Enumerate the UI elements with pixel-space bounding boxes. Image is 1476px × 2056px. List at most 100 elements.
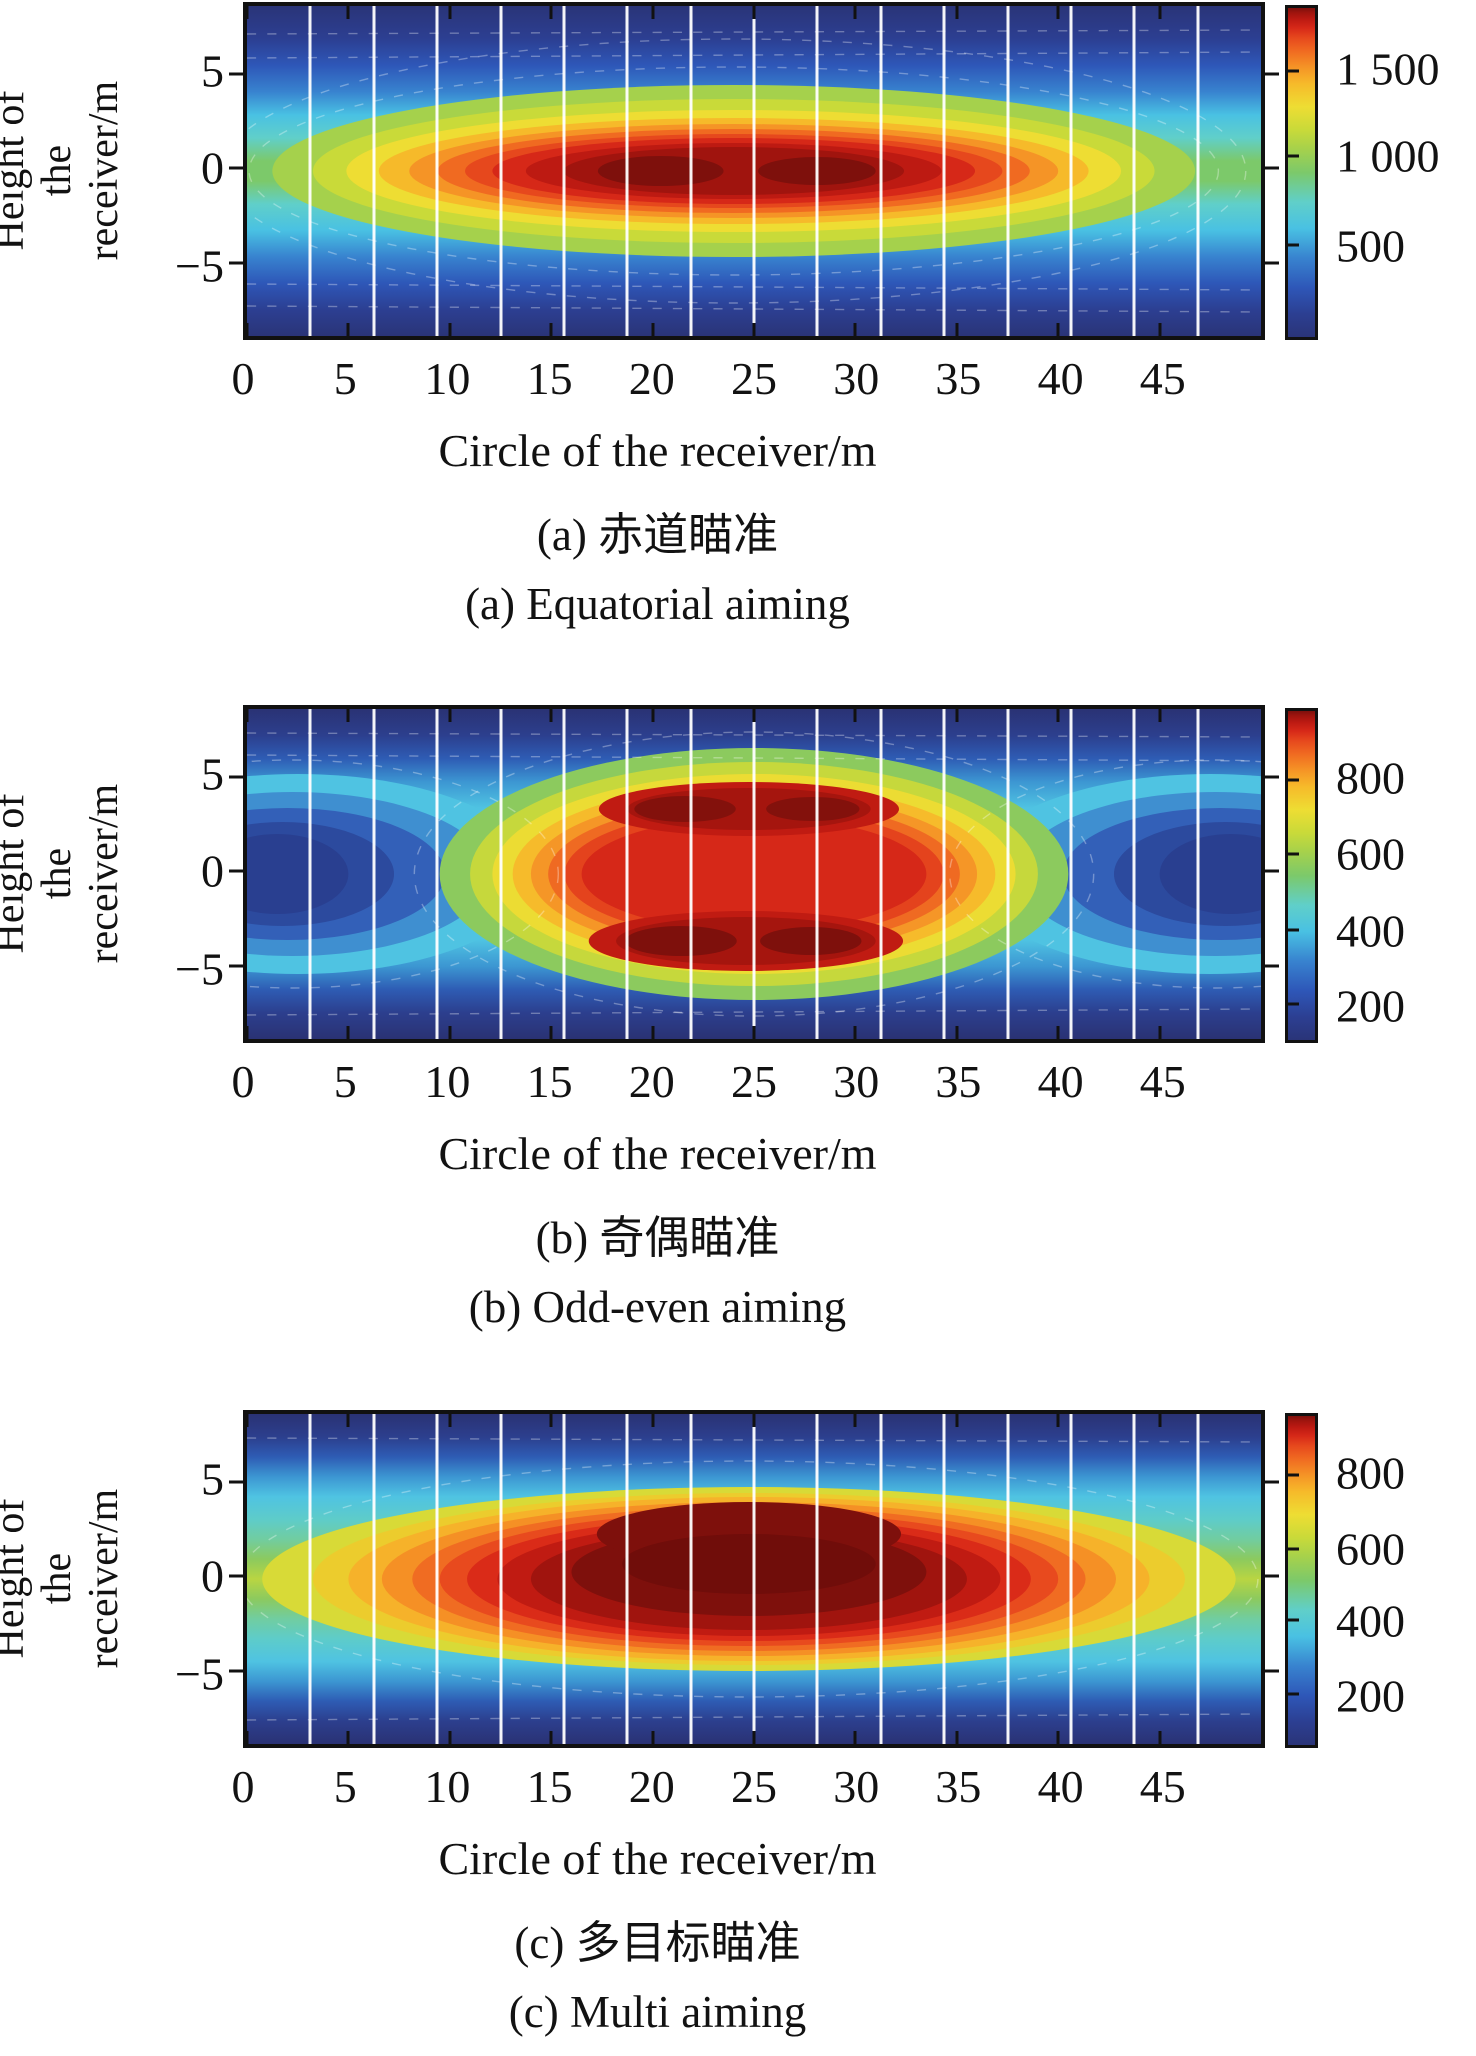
y-axis-label-line1: Height of the — [0, 794, 81, 954]
colorbar-tick — [1288, 778, 1299, 782]
x-axis-label: Circle of the receiver/m — [438, 425, 877, 476]
axis-tick — [1264, 964, 1279, 968]
axis-tick — [229, 1480, 244, 1484]
colorbar-label: 200 — [1336, 1670, 1405, 1722]
y-tick-labels: 5 0 −5 — [110, 1410, 228, 1748]
y-axis-label: Height of the receiver/m — [0, 1410, 128, 1748]
colorbar-c — [1285, 1413, 1318, 1748]
x-tick-label: 30 — [833, 1761, 880, 1812]
axis-tick — [229, 775, 244, 779]
x-tick-label: 0 — [231, 1056, 255, 1107]
x-tick-label: 15 — [526, 1056, 573, 1107]
panel-multi-aiming: Height of the receiver/m 5 0 −5 — [0, 1408, 1476, 2056]
colorbar-gradient — [1288, 711, 1315, 1040]
caption-en-c: (c) Multi aiming — [508, 1987, 807, 2037]
caption-zh-c: (c) 多目标瞄准 — [514, 1918, 801, 1968]
colorbar-gradient — [1288, 8, 1315, 337]
y-tick-label: 5 — [201, 45, 224, 97]
axis-tick — [1264, 1574, 1279, 1578]
colorbar-label: 400 — [1336, 1595, 1405, 1647]
colorbar-labels-c: 800 600 400 200 — [1336, 1413, 1476, 1748]
x-tick-label: 45 — [1139, 1761, 1186, 1812]
colorbar-b — [1285, 708, 1318, 1043]
caption-zh-a: (a) 赤道瞄准 — [536, 510, 779, 560]
heatmap-plot-a — [229, 2, 1279, 340]
colorbar-tick — [1288, 852, 1299, 856]
axis-tick — [229, 261, 244, 265]
colorbar-labels-b: 800 600 400 200 — [1336, 708, 1476, 1043]
colorbar-tick — [1288, 243, 1299, 247]
x-tick-label: 15 — [526, 1761, 573, 1812]
x-tick-label: 40 — [1037, 1056, 1084, 1107]
colorbar-tick — [1288, 1002, 1299, 1006]
colorbar-tick — [1288, 1692, 1299, 1696]
y-tick-label: 5 — [201, 748, 224, 800]
colorbar-tick — [1288, 154, 1299, 158]
colorbar-tick — [1288, 1473, 1299, 1477]
axis-tick — [1264, 1480, 1279, 1484]
axis-tick — [1264, 166, 1279, 170]
axis-tick — [1264, 869, 1279, 873]
x-tick-labels: 0 5 10 15 20 25 30 35 40 45 — [232, 352, 1265, 410]
x-tick-label: 40 — [1037, 353, 1084, 404]
x-tick-label: 30 — [833, 353, 880, 404]
y-tick-labels: 5 0 −5 — [110, 2, 228, 340]
axis-tick — [229, 72, 244, 76]
x-tick-labels: 0 5 10 15 20 25 30 35 40 45 — [232, 1760, 1265, 1818]
heatmap-plot-c — [229, 1410, 1279, 1748]
axis-tick — [229, 1669, 244, 1673]
caption-en-b: (b) Odd-even aiming — [468, 1282, 847, 1332]
colorbar-label: 800 — [1336, 1447, 1405, 1499]
x-tick-label: 40 — [1037, 1761, 1084, 1812]
caption-en-a: (a) Equatorial aiming — [465, 579, 850, 629]
y-tick-label: 0 — [201, 845, 224, 897]
x-tick-labels: 0 5 10 15 20 25 30 35 40 45 — [232, 1055, 1265, 1113]
x-tick-label: 5 — [333, 1056, 357, 1107]
axis-tick — [229, 1574, 244, 1578]
y-tick-label: 0 — [201, 142, 224, 194]
colorbar-ticks — [1288, 8, 1315, 337]
y-axis-label-line1: Height of the — [0, 91, 81, 251]
contour-field-a — [247, 6, 1261, 336]
x-tick-label: 10 — [424, 1056, 471, 1107]
colorbar-label: 800 — [1336, 752, 1405, 804]
y-tick-label: −5 — [175, 943, 224, 995]
colorbar-label: 600 — [1336, 828, 1405, 880]
axis-tick — [229, 166, 244, 170]
colorbar-label: 200 — [1336, 980, 1405, 1032]
x-axis-label: Circle of the receiver/m — [438, 1833, 877, 1884]
y-tick-labels: 5 0 −5 — [110, 705, 228, 1043]
x-tick-label: 20 — [628, 1056, 675, 1107]
x-tick-label: 0 — [231, 353, 255, 404]
panel-odd-even-aiming: Height of the receiver/m 5 0 −5 — [0, 703, 1476, 1353]
x-tick-label: 25 — [731, 1056, 777, 1107]
caption-zh-b: (b) 奇偶瞄准 — [535, 1213, 780, 1263]
axis-tick — [1264, 775, 1279, 779]
axis-tick — [229, 964, 244, 968]
x-tick-label: 5 — [333, 1761, 357, 1812]
colorbar-gradient — [1288, 1416, 1315, 1745]
colorbar-labels-a: 1 500 1 000 500 — [1336, 5, 1476, 340]
panel-equatorial-aiming: Height of the receiver/m 5 0 −5 — [0, 0, 1476, 650]
x-tick-label: 35 — [935, 1056, 982, 1107]
x-tick-label: 35 — [935, 353, 982, 404]
colorbar-ticks — [1288, 1416, 1315, 1745]
y-axis-label: Height of the receiver/m — [0, 705, 128, 1043]
colorbar-tick — [1288, 928, 1299, 932]
contour-field-b — [247, 709, 1261, 1039]
x-axis-label: Circle of the receiver/m — [438, 1128, 877, 1179]
x-tick-label: 25 — [731, 1761, 777, 1812]
x-tick-label: 15 — [526, 353, 573, 404]
colorbar-ticks — [1288, 711, 1315, 1040]
colorbar-label: 400 — [1336, 905, 1405, 957]
colorbar-label: 1 500 — [1336, 43, 1440, 95]
y-tick-label: 5 — [201, 1453, 224, 1505]
y-axis-label: Height of the receiver/m — [0, 2, 128, 340]
y-tick-label: −5 — [175, 240, 224, 292]
colorbar-a — [1285, 5, 1318, 340]
x-tick-label: 0 — [231, 1761, 255, 1812]
y-axis-label-line1: Height of the — [0, 1499, 81, 1659]
contour-field-c — [247, 1414, 1261, 1744]
colorbar-tick — [1288, 1618, 1299, 1622]
